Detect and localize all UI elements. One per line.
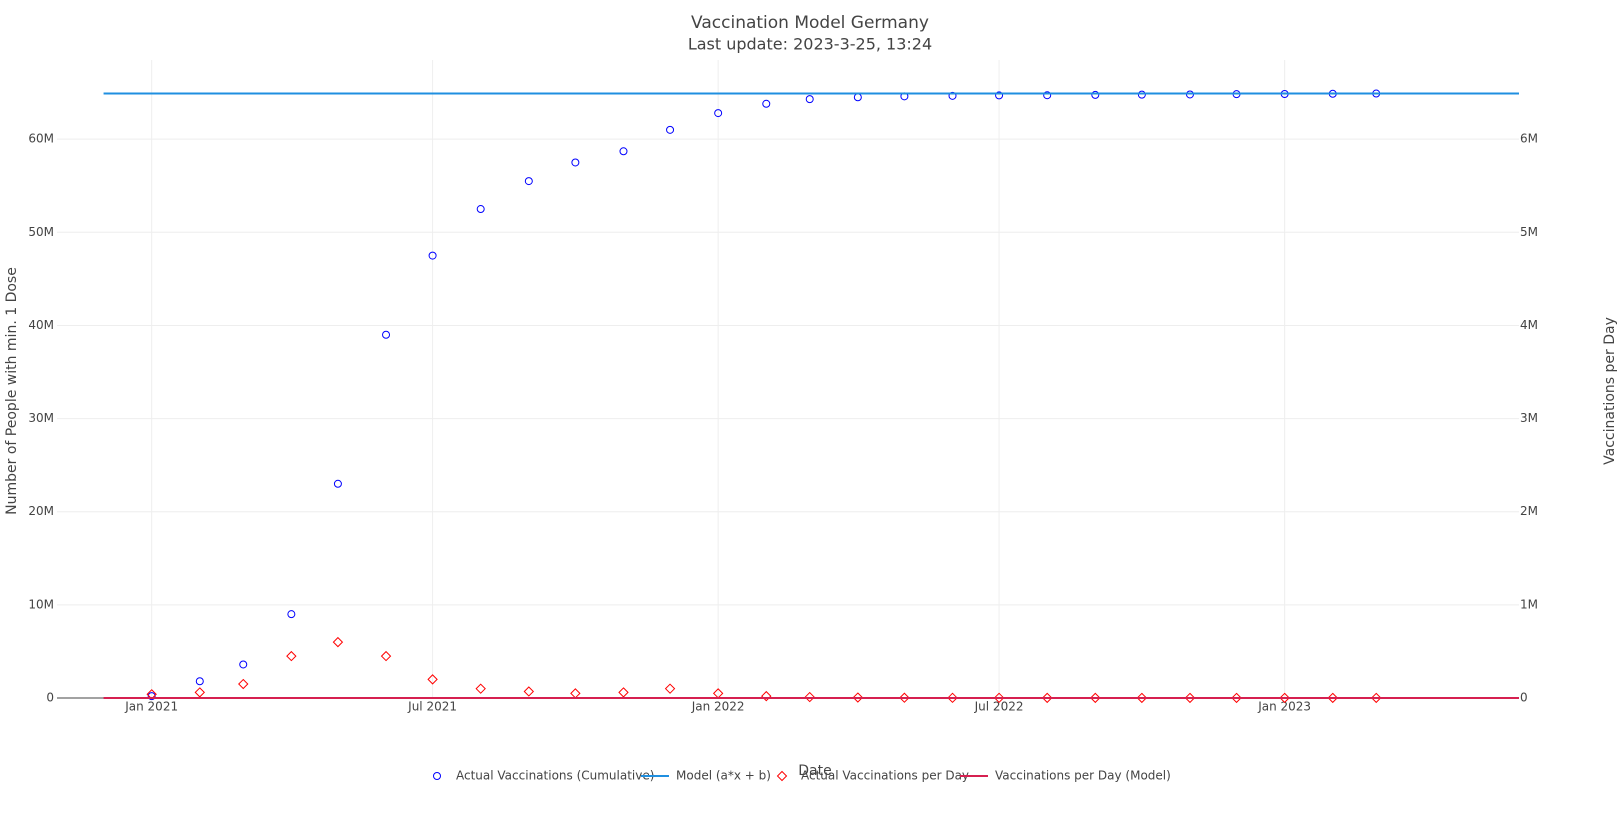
y-tick-label: 20M [28,504,54,518]
point [147,692,156,701]
point [287,610,296,619]
legend-label: Model (a*x + b) [676,769,771,783]
point [619,147,628,156]
point [899,692,910,703]
y2-tick-label: 6M [1520,132,1538,146]
point [523,686,535,697]
point [993,692,1005,704]
x-tick-label: Jan 2022 [691,700,745,714]
point [948,91,957,100]
point [570,688,581,699]
y2-tick-label: 4M [1520,318,1538,332]
y-axis-title: Number of People with min. 1 Dose [4,267,20,515]
point [238,678,249,690]
legend-item: Model (a*x + b) [641,769,771,783]
point [1184,692,1196,704]
x-axis-title: Date [798,763,831,779]
x-tick-label: Jul 2022 [974,700,1024,714]
legend-item: Actual Vaccinations per Day [776,769,969,783]
point [1231,692,1242,704]
point [427,674,438,685]
legend-label: Vaccinations per Day (Model) [995,769,1171,783]
point [714,109,723,118]
point [1137,90,1146,99]
point [1136,692,1148,704]
point [852,692,864,703]
point [476,205,485,214]
point [333,479,342,488]
point [618,687,629,698]
legend-item: Vaccinations per Day (Model) [960,769,1171,783]
x-tick-label: Jan 2021 [124,700,178,714]
point [1041,692,1053,704]
legend-item: Actual Vaccinations (Cumulative) [433,769,654,783]
y-tick-label: 50M [28,225,54,239]
y2-tick-label: 1M [1520,597,1538,611]
y2-tick-label: 0 [1520,691,1528,705]
point [853,93,862,102]
point [195,677,204,686]
point [804,691,815,703]
y-tick-label: 0 [46,691,54,705]
chart-subtitle: Last update: 2023-3-25, 13:24 [688,35,932,54]
point [286,650,297,662]
point [239,660,248,669]
y-tick-label: 30M [28,411,54,425]
point [1043,91,1052,100]
point [762,99,771,108]
point [382,330,391,339]
point [524,177,533,186]
point [995,91,1004,100]
y2-tick-label: 2M [1520,504,1538,518]
point [761,690,772,702]
point [1371,692,1382,704]
point [947,692,958,704]
legend-swatch [433,772,441,780]
point [571,158,580,167]
point [805,95,814,104]
y2-tick-label: 3M [1520,411,1538,425]
point [1279,692,1290,704]
point [428,251,437,260]
point [666,125,675,134]
point [1327,692,1338,704]
y-tick-label: 10M [28,597,54,611]
point [475,683,486,694]
chart-title: Vaccination Model Germany [691,13,929,33]
point [1091,90,1100,99]
point [1090,692,1101,704]
point [332,636,344,648]
point [194,687,205,698]
y2-axis-title: Vaccinations per Day [1602,317,1618,465]
x-tick-label: Jul 2021 [407,700,457,714]
y-tick-label: 40M [28,318,54,332]
point [380,650,392,662]
legend-label: Actual Vaccinations per Day [801,769,969,783]
legend-label: Actual Vaccinations (Cumulative) [456,769,654,783]
legend-swatch [776,770,788,782]
x-tick-label: Jan 2023 [1257,700,1311,714]
y-tick-label: 60M [28,132,54,146]
y2-tick-label: 5M [1520,225,1538,239]
point [664,683,676,694]
